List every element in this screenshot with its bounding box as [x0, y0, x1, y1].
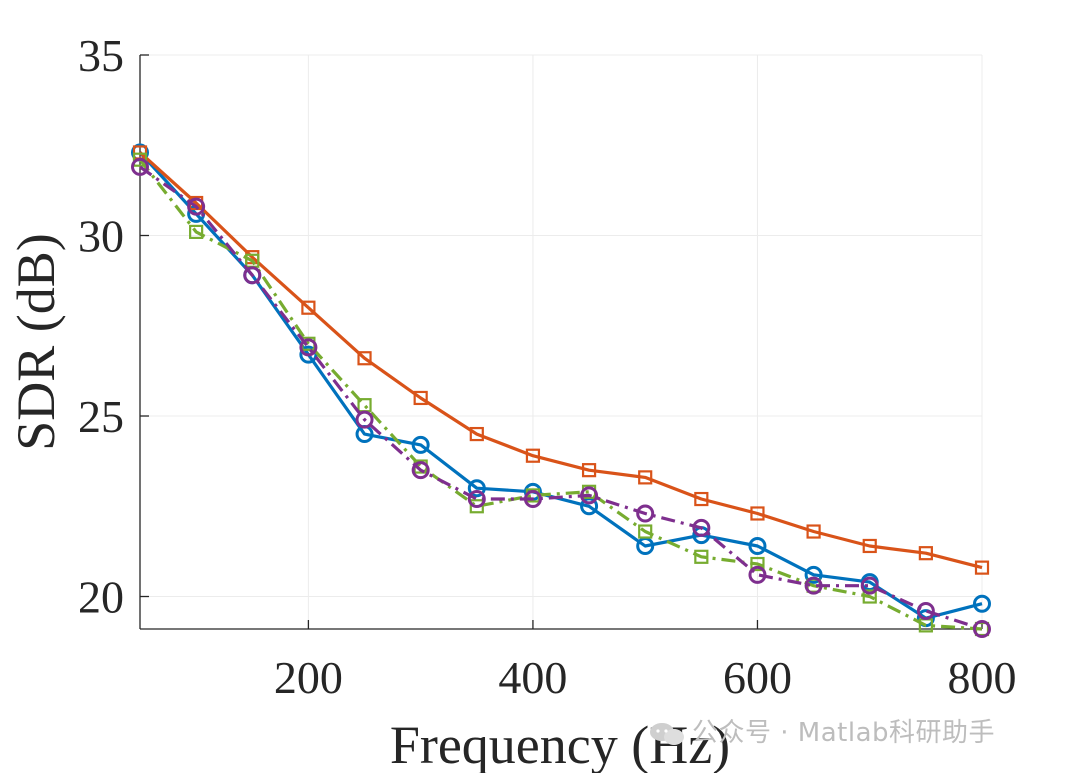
axes: [139, 55, 982, 630]
y-tick-label: 25: [78, 391, 124, 442]
grid-lines: [140, 54, 983, 629]
data-point-square: [974, 560, 990, 575]
watermark-text: 公众号 · Matlab科研助手: [692, 718, 996, 748]
data-point-circle: [973, 620, 991, 638]
data-point-circle: [804, 565, 823, 584]
data-point-square: [413, 390, 428, 406]
data-point-square: [581, 463, 597, 478]
x-tick-label: 200: [274, 652, 343, 703]
data-point-square: [357, 351, 372, 366]
data-point-circle: [748, 536, 767, 555]
x-tick-label: 600: [723, 652, 792, 703]
series-green-square-dashdot: [132, 152, 990, 637]
wechat-icon: [650, 722, 684, 745]
data-point-square: [525, 448, 541, 463]
x-tick-label: 400: [498, 652, 567, 703]
data-point-square: [189, 224, 204, 239]
series-group: [131, 143, 991, 638]
data-point-square: [301, 300, 316, 315]
tick-labels: 200 400 600 800 20 25 30 35: [78, 30, 1017, 703]
data-point-circle: [355, 410, 374, 429]
data-point-square: [862, 589, 877, 604]
data-point-circle: [411, 435, 430, 454]
y-tick-label: 35: [78, 30, 124, 81]
data-point-circle: [467, 490, 486, 509]
data-point-square: [638, 524, 653, 539]
data-point-circle: [299, 345, 318, 364]
data-point-circle: [411, 461, 430, 480]
series-blue-circle-solid: [131, 143, 991, 628]
data-point-circle: [523, 490, 542, 509]
data-point-square: [638, 470, 653, 485]
watermark: 公众号 · Matlab科研助手: [648, 712, 995, 749]
y-tick-label: 30: [78, 211, 124, 262]
data-point-circle: [748, 565, 767, 584]
data-point-square: [750, 556, 765, 572]
data-point-square: [862, 538, 877, 554]
data-point-square: [750, 506, 765, 521]
series-orange-square-solid: [132, 145, 990, 575]
y-tick-label: 20: [78, 572, 124, 623]
data-point-circle: [973, 594, 991, 613]
data-point-circle: [636, 504, 655, 523]
series-line: [138, 151, 983, 570]
data-point-circle: [467, 479, 486, 498]
data-point-circle: [860, 576, 879, 595]
data-point-circle: [131, 157, 149, 176]
data-point-circle: [580, 486, 599, 505]
data-point-square: [469, 499, 484, 514]
data-point-circle: [804, 576, 823, 595]
data-point-square: [806, 524, 821, 539]
x-tick-label: 800: [948, 652, 1017, 703]
series-line: [139, 165, 983, 631]
series-purple-circle-dashdot: [131, 157, 991, 638]
data-point-square: [918, 546, 933, 561]
data-point-circle: [299, 338, 318, 357]
series-line: [138, 151, 983, 620]
y-axis-title: SDR (dB): [6, 233, 66, 451]
data-point-circle: [916, 601, 935, 620]
data-point-square: [694, 549, 709, 564]
series-line: [138, 158, 983, 631]
data-point-circle: [187, 197, 206, 216]
data-point-circle: [243, 266, 262, 285]
data-point-square: [469, 426, 484, 442]
data-point-square: [132, 152, 148, 167]
data-point-circle: [692, 518, 711, 537]
data-point-square: [694, 491, 709, 507]
